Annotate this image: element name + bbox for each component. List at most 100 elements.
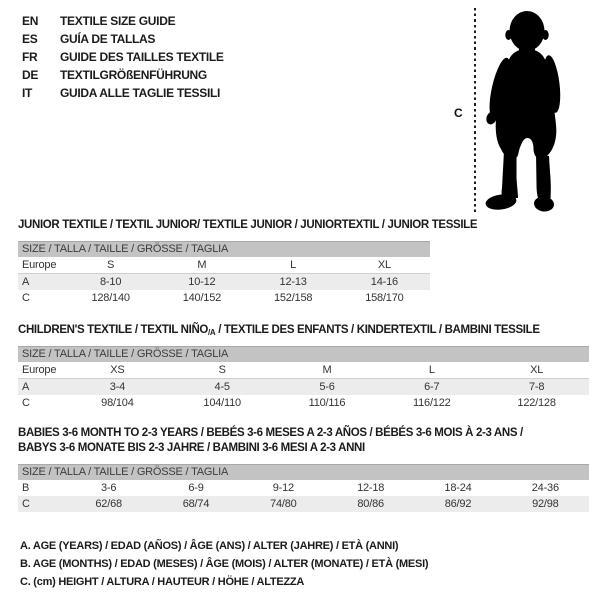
table-row: Europe S M L XL bbox=[18, 257, 430, 274]
size-header-band: SIZE / TALLA / TAILLE / GRÖSSE / TAGLIA bbox=[18, 241, 430, 257]
value-cell: S bbox=[218, 364, 226, 376]
value-cell: 6-7 bbox=[424, 381, 440, 393]
size-table-section-junior: JUNIOR TEXTILE / TEXTIL JUNIOR/ TEXTILE … bbox=[18, 218, 589, 306]
measurement-legend: A. AGE (YEARS) / EDAD (AÑOS) / ÂGE (ANS)… bbox=[20, 537, 429, 591]
value-cell: 152/158 bbox=[273, 292, 313, 304]
value-cell: L bbox=[428, 364, 435, 376]
value-cell: 24-36 bbox=[531, 482, 559, 494]
value-cell: L bbox=[290, 259, 297, 271]
value-cell: 4-5 bbox=[214, 381, 231, 393]
value-cell: 158/170 bbox=[365, 292, 404, 304]
value-cell: 9-12 bbox=[272, 482, 294, 494]
language-code: DE bbox=[22, 68, 39, 82]
language-title: GUIDE DES TAILLES TEXTILE bbox=[60, 50, 224, 64]
value-cell: 10-12 bbox=[188, 276, 216, 288]
value-cell: 86/92 bbox=[444, 498, 472, 510]
row-label-cell: C bbox=[22, 397, 30, 409]
language-code: EN bbox=[22, 14, 39, 28]
table-row: C 62/68 68/74 74/80 80/86 86/92 92/98 bbox=[18, 496, 589, 512]
value-cell: 3-6 bbox=[101, 482, 117, 494]
value-cell: XL bbox=[530, 364, 544, 376]
value-cell: 122/128 bbox=[517, 397, 556, 409]
size-table: SIZE / TALLA / TAILLE / GRÖSSE / TAGLIA E… bbox=[18, 241, 430, 306]
value-cell: 12-18 bbox=[357, 482, 385, 494]
value-cell: 116/122 bbox=[413, 397, 451, 409]
row-label-cell: Europe bbox=[22, 364, 57, 376]
table-title: BABIES 3-6 MONTH TO 2-3 YEARS / BEBÉS 3-… bbox=[18, 426, 589, 456]
table-title-text: / TEXTILE DES ENFANTS / KINDERTEXTIL / B… bbox=[215, 324, 540, 336]
value-cell: 5-6 bbox=[319, 381, 335, 393]
value-cell: XS bbox=[110, 364, 125, 376]
baby-silhouette-icon bbox=[485, 11, 561, 212]
height-measure-label: C bbox=[454, 106, 463, 120]
language-title: TEXTILE SIZE GUIDE bbox=[60, 14, 176, 28]
value-cell: 110/116 bbox=[308, 397, 346, 409]
table-row: B 3-6 6-9 9-12 12-18 18-24 24-36 bbox=[18, 480, 589, 496]
value-cell: 62/68 bbox=[95, 498, 122, 510]
size-table-section-babies: BABIES 3-6 MONTH TO 2-3 YEARS / BEBÉS 3-… bbox=[18, 426, 589, 512]
legend-line: B. AGE (MONTHS) / EDAD (MESES) / ÂGE (MO… bbox=[20, 558, 429, 570]
language-title: GUÍA DE TALLAS bbox=[60, 32, 156, 46]
table-title-text: CHILDREN'S TEXTILE / TEXTIL NIÑO bbox=[18, 324, 209, 336]
value-cell: M bbox=[322, 364, 332, 376]
table-title-line: BABYS 3-6 MONATE BIS 2-3 JAHRE / BAMBINI… bbox=[18, 441, 589, 456]
value-cell: 68/74 bbox=[182, 498, 210, 510]
table-title: CHILDREN'S TEXTILE / TEXTIL NIÑO/A / TEX… bbox=[18, 323, 589, 338]
table-title-text: BABIES 3-6 MONTH TO 2-3 YEARS / BEBÉS 3-… bbox=[18, 427, 523, 439]
size-header-band: SIZE / TALLA / TAILLE / GRÖSSE / TAGLIA bbox=[18, 346, 589, 362]
table-row: Europe XS S M L XL bbox=[18, 362, 589, 379]
value-cell: 92/98 bbox=[532, 498, 559, 510]
value-cell: 7-8 bbox=[528, 381, 545, 393]
table-row: C 128/140 140/152 152/158 158/170 bbox=[18, 290, 430, 306]
table-row: A 3-4 4-5 5-6 6-7 7-8 bbox=[18, 379, 589, 395]
value-cell: 98/104 bbox=[101, 397, 134, 409]
row-label-cell: Europe bbox=[22, 259, 57, 271]
value-cell: 104/110 bbox=[203, 397, 241, 409]
value-cell: S bbox=[107, 259, 115, 271]
table-title-text: BABYS 3-6 MONATE BIS 2-3 JAHRE / BAMBINI… bbox=[18, 442, 365, 454]
size-tables: JUNIOR TEXTILE / TEXTIL JUNIOR/ TEXTILE … bbox=[18, 218, 589, 512]
language-title: GUIDA ALLE TAGLIE TESSILI bbox=[60, 86, 221, 100]
language-row: DE TEXTILGRÖßENFÜHRUNG bbox=[22, 66, 224, 84]
value-cell: 3-4 bbox=[109, 381, 126, 393]
row-label-cell: C bbox=[22, 498, 30, 510]
size-table: SIZE / TALLA / TAILLE / GRÖSSE / TAGLIA B… bbox=[18, 464, 589, 512]
value-cell: 12-13 bbox=[279, 276, 307, 288]
table-row: C 98/104 104/110 110/116 116/122 122/128 bbox=[18, 395, 589, 411]
language-row: ES GUÍA DE TALLAS bbox=[22, 30, 224, 48]
language-title: TEXTILGRÖßENFÜHRUNG bbox=[60, 68, 207, 82]
value-cell: 128/140 bbox=[91, 292, 130, 304]
language-code: IT bbox=[22, 86, 33, 100]
row-label-cell: C bbox=[22, 292, 30, 304]
language-row: EN TEXTILE SIZE GUIDE bbox=[22, 12, 224, 30]
size-header-band: SIZE / TALLA / TAILLE / GRÖSSE / TAGLIA bbox=[18, 464, 589, 480]
value-cell: 6-9 bbox=[188, 482, 204, 494]
value-cell: 74/80 bbox=[270, 498, 297, 510]
table-title: JUNIOR TEXTILE / TEXTIL JUNIOR/ TEXTILE … bbox=[18, 218, 589, 233]
row-label-cell: B bbox=[22, 482, 30, 494]
table-title-line: CHILDREN'S TEXTILE / TEXTIL NIÑO/A / TEX… bbox=[18, 323, 589, 338]
language-row: IT GUIDA ALLE TAGLIE TESSILI bbox=[22, 84, 224, 102]
language-code: ES bbox=[22, 32, 38, 46]
value-cell: M bbox=[197, 259, 207, 271]
table-title-text: /A bbox=[208, 328, 216, 337]
table-title-text: JUNIOR TEXTILE / TEXTIL JUNIOR/ TEXTILE … bbox=[18, 219, 478, 231]
legend-line: C. (cm) HEIGHT / ALTURA / HAUTEUR / HÖHE… bbox=[20, 576, 305, 588]
row-label-cell: A bbox=[22, 381, 30, 393]
size-table-section-children: CHILDREN'S TEXTILE / TEXTIL NIÑO/A / TEX… bbox=[18, 323, 589, 411]
legend-line: A. AGE (YEARS) / EDAD (AÑOS) / ÂGE (ANS)… bbox=[20, 540, 399, 552]
table-title-line: JUNIOR TEXTILE / TEXTIL JUNIOR/ TEXTILE … bbox=[18, 218, 589, 233]
value-cell: 8-10 bbox=[100, 276, 122, 288]
row-label-cell: A bbox=[22, 276, 30, 288]
value-cell: 80/86 bbox=[357, 498, 384, 510]
language-code: FR bbox=[22, 50, 38, 64]
size-table: SIZE / TALLA / TAILLE / GRÖSSE / TAGLIA E… bbox=[18, 346, 589, 411]
height-measure-line bbox=[474, 8, 476, 212]
value-cell: 18-24 bbox=[444, 482, 472, 494]
language-list: EN TEXTILE SIZE GUIDE ES GUÍA DE TALLAS FR GU… bbox=[22, 12, 224, 102]
language-row: FR GUIDE DES TAILLES TEXTILE bbox=[22, 48, 224, 66]
table-title-line: BABIES 3-6 MONTH TO 2-3 YEARS / BEBÉS 3-… bbox=[18, 426, 589, 441]
table-row: A 8-10 10-12 12-13 14-16 bbox=[18, 274, 430, 290]
value-cell: XL bbox=[377, 259, 391, 271]
